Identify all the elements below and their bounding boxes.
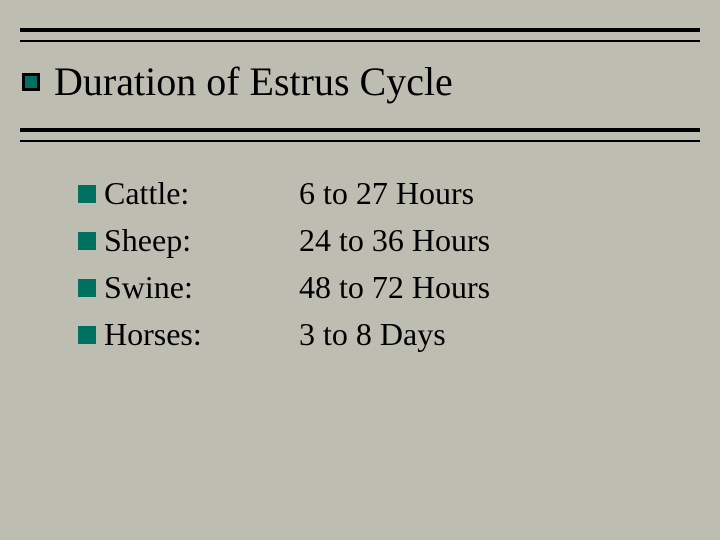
square-bullet-icon [78, 185, 96, 203]
square-bullet-icon [78, 232, 96, 250]
square-bullet-icon [78, 279, 96, 297]
animal-label: Cattle: [104, 175, 299, 212]
list-item: Swine: 48 to 72 Hours [78, 269, 490, 306]
list-item: Horses: 3 to 8 Days [78, 316, 490, 353]
title-row: Duration of Estrus Cycle [22, 62, 453, 102]
animal-label: Sheep: [104, 222, 299, 259]
mid-line-thick [20, 128, 700, 132]
top-line-thick [20, 28, 700, 32]
slide-title: Duration of Estrus Cycle [54, 62, 453, 102]
list-item: Sheep: 24 to 36 Hours [78, 222, 490, 259]
square-bullet-icon [78, 326, 96, 344]
top-line-thin [20, 40, 700, 42]
slide: Duration of Estrus Cycle Cattle: 6 to 27… [0, 0, 720, 540]
list-item: Cattle: 6 to 27 Hours [78, 175, 490, 212]
duration-label: 24 to 36 Hours [299, 222, 490, 259]
animal-label: Horses: [104, 316, 299, 353]
duration-label: 6 to 27 Hours [299, 175, 474, 212]
mid-line-thin [20, 140, 700, 142]
duration-label: 3 to 8 Days [299, 316, 446, 353]
animal-label: Swine: [104, 269, 299, 306]
title-bullet-icon [22, 73, 40, 91]
content-list: Cattle: 6 to 27 Hours Sheep: 24 to 36 Ho… [78, 175, 490, 363]
duration-label: 48 to 72 Hours [299, 269, 490, 306]
